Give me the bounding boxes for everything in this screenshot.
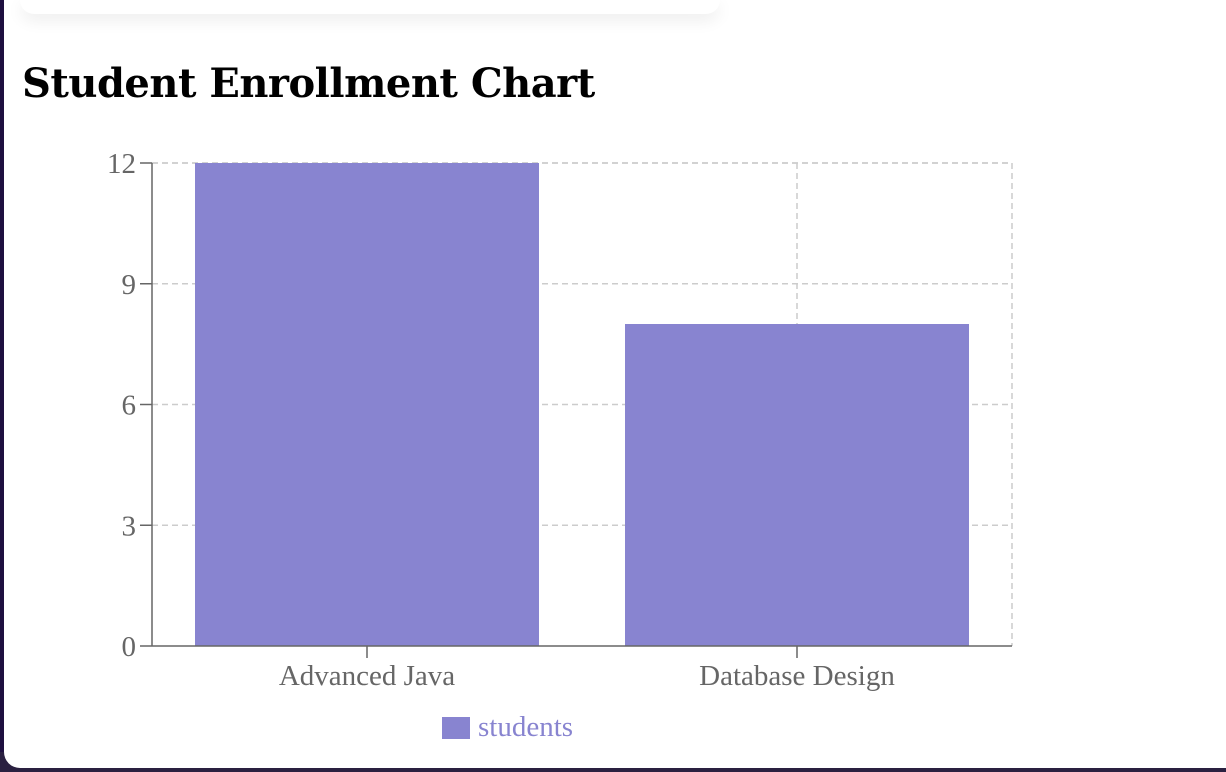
bar-database-design[interactable] bbox=[625, 324, 969, 646]
y-tick-label: 12 bbox=[107, 148, 136, 180]
x-tick-label: Advanced Java bbox=[279, 660, 455, 692]
bar-advanced-java[interactable] bbox=[195, 163, 539, 646]
x-axis-ticks: Advanced Java Database Design bbox=[279, 646, 895, 692]
background-edge-left bbox=[0, 0, 7, 772]
y-tick-label: 3 bbox=[122, 510, 137, 542]
legend-swatch bbox=[442, 717, 470, 739]
y-axis-ticks: 0 3 6 9 12 bbox=[107, 148, 152, 663]
y-tick-label: 9 bbox=[122, 269, 137, 301]
card-shadow bbox=[20, 0, 720, 14]
y-tick-label: 6 bbox=[122, 390, 137, 422]
y-tick-label: 0 bbox=[122, 631, 137, 663]
chart-title: Student Enrollment Chart bbox=[22, 60, 595, 107]
legend-label: students bbox=[478, 711, 573, 743]
x-tick-label: Database Design bbox=[699, 660, 895, 692]
chart-legend[interactable]: students bbox=[442, 711, 573, 743]
chart-bars bbox=[195, 163, 969, 646]
